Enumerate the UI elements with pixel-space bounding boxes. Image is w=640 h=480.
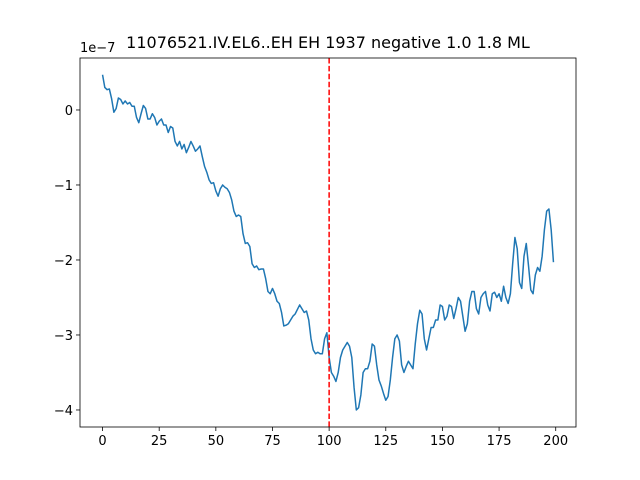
data-line (101, 74, 555, 411)
x-tick-label: 175 (487, 434, 512, 449)
y-offset-label: 1e−7 (80, 41, 115, 56)
plot-frame (79, 57, 577, 428)
x-tick-label: 25 (151, 434, 168, 449)
chart-title: 11076521.IV.EL6..EH EH 1937 negative 1.0… (126, 33, 530, 52)
y-tick-label: −3 (54, 329, 73, 344)
x-tick-label: 0 (98, 434, 106, 449)
x-tick-label: 125 (373, 434, 398, 449)
x-tick-label: 150 (430, 434, 455, 449)
x-tick-label: 100 (317, 434, 342, 449)
x-tick-label: 50 (208, 434, 225, 449)
x-tick-label: 200 (543, 434, 568, 449)
y-tick-label: 0 (65, 104, 73, 119)
y-tick-label: −1 (54, 179, 73, 194)
y-tick-label: −4 (54, 404, 73, 419)
y-tick-label: −2 (54, 254, 73, 269)
x-tick-label: 75 (264, 434, 281, 449)
